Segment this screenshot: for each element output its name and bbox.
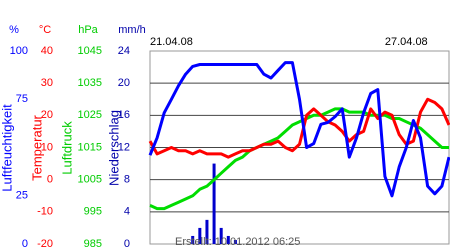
y-tick-label: 24: [118, 45, 130, 57]
axis-title: Niederschlag: [106, 110, 121, 186]
bar: [226, 235, 230, 244]
y-tick-label: 8: [124, 174, 130, 186]
y-tick-label: 10: [41, 141, 53, 153]
y-tick-label: 1025: [78, 109, 102, 121]
y-tick-label: 25: [16, 190, 28, 202]
bar: [191, 235, 195, 244]
line: [148, 61, 450, 198]
bar: [198, 227, 202, 244]
bar: [205, 219, 209, 244]
y-tick-label: 12: [118, 141, 130, 153]
y-tick-label: 0: [22, 238, 28, 250]
axis-unit: °C: [39, 24, 51, 36]
bar: [219, 227, 223, 244]
y-tick-label: 20: [41, 109, 53, 121]
footer: Erstellt: 10.01.2012 06:25: [175, 236, 300, 248]
axis-unit: hPa: [78, 24, 98, 36]
y-tick-label: 4: [124, 206, 130, 218]
y-tick-label: 995: [84, 206, 102, 218]
axis-unit: mm/h: [118, 24, 146, 36]
axis-unit: %: [9, 24, 19, 36]
y-tick-label: 40: [41, 45, 53, 57]
axis-title: Luftdruck: [59, 121, 74, 175]
y-tick-label: -10: [37, 206, 53, 218]
y-tick-label: 985: [84, 238, 102, 250]
y-tick-label: 100: [10, 45, 28, 57]
y-tick-label: 20: [118, 77, 130, 89]
y-tick-label: 1045: [78, 45, 102, 57]
bar: [233, 239, 237, 244]
y-tick-label: 1035: [78, 77, 102, 89]
y-tick-label: 30: [41, 77, 53, 89]
axis-title: Temperatur: [29, 114, 44, 180]
y-tick-label: 75: [16, 93, 28, 105]
y-tick-label: -20: [37, 238, 53, 250]
x-tick-label: 27.04.08: [385, 36, 428, 48]
y-tick-label: 0: [124, 238, 130, 250]
bar: [212, 163, 216, 244]
y-tick-label: 0: [47, 174, 53, 186]
x-tick-label: 21.04.08: [150, 36, 193, 48]
y-tick-label: 16: [118, 109, 130, 121]
line: [149, 107, 449, 211]
y-tick-label: 1005: [78, 174, 102, 186]
y-tick-label: 1015: [78, 141, 102, 153]
line: [148, 97, 450, 159]
axis-title: Luftfeuchtigkeit: [0, 104, 14, 192]
